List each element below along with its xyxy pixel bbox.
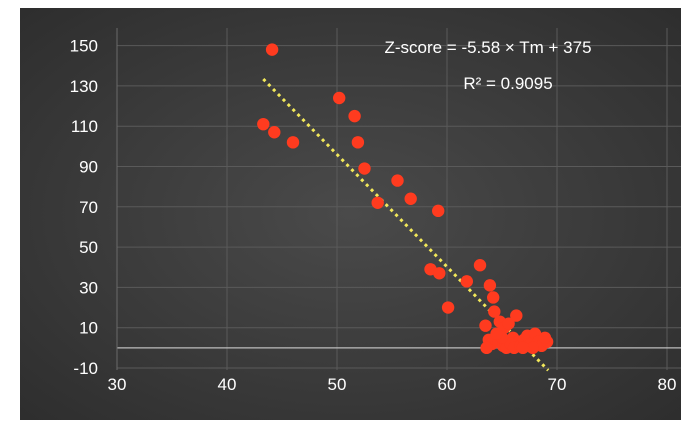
y-tick-label: 30 — [79, 278, 98, 297]
y-tick-label: 70 — [79, 198, 98, 217]
data-point — [538, 331, 552, 344]
x-tick-label: 80 — [658, 375, 677, 394]
data-point — [391, 174, 404, 187]
x-tick-label: 50 — [328, 375, 347, 394]
data-point — [510, 309, 523, 322]
data-point — [479, 319, 492, 332]
data-point — [516, 341, 530, 355]
data-points — [257, 43, 554, 355]
data-point — [432, 204, 445, 218]
trendline — [262, 78, 550, 372]
data-point — [441, 301, 455, 314]
x-tick-label: 40 — [218, 375, 237, 394]
data-point — [404, 192, 417, 205]
data-point — [351, 136, 365, 149]
y-tick-label: 10 — [79, 319, 98, 338]
x-tick-label: 30 — [108, 375, 127, 394]
data-point — [257, 117, 270, 131]
y-tick-label: -10 — [73, 359, 98, 378]
data-point — [265, 43, 279, 56]
data-point — [358, 162, 371, 175]
y-tick-label: 50 — [79, 238, 98, 257]
data-point — [371, 196, 384, 209]
y-tick-label: 90 — [79, 158, 98, 177]
chart-canvas: -10 10 30 50 70 90 110 130 150 30 40 50 60 70 80 Z-sco… — [20, 8, 681, 420]
data-point — [433, 267, 446, 280]
trendline-equation: Z-score = -5.58 × Tm + 375 — [384, 38, 591, 57]
y-tick-label: 110 — [71, 117, 98, 136]
tick-labels: -10 10 30 50 70 90 110 130 150 30 40 50 60 70 80 — [70, 37, 677, 394]
r-squared-label: R² = 0.9095 — [463, 74, 552, 93]
data-point — [348, 109, 361, 123]
y-tick-label: 150 — [70, 37, 98, 56]
data-point — [268, 126, 281, 139]
data-point — [473, 259, 487, 272]
data-point — [487, 291, 500, 304]
y-tick-label: 130 — [70, 77, 98, 96]
data-point — [483, 279, 497, 292]
axes — [116, 28, 681, 370]
data-point — [460, 275, 473, 288]
scatter-chart: -10 10 30 50 70 90 110 130 150 30 40 50 60 70 80 Z-sco… — [20, 8, 681, 420]
x-tick-label: 60 — [438, 375, 457, 394]
data-point — [526, 341, 539, 355]
data-point — [286, 136, 300, 149]
x-tick-label: 70 — [548, 375, 567, 394]
chart-background — [20, 8, 681, 420]
data-point — [480, 341, 493, 355]
data-point — [490, 327, 503, 340]
data-point — [488, 305, 501, 318]
trendline-group — [262, 78, 550, 372]
data-point — [333, 91, 346, 105]
data-point — [502, 317, 515, 330]
